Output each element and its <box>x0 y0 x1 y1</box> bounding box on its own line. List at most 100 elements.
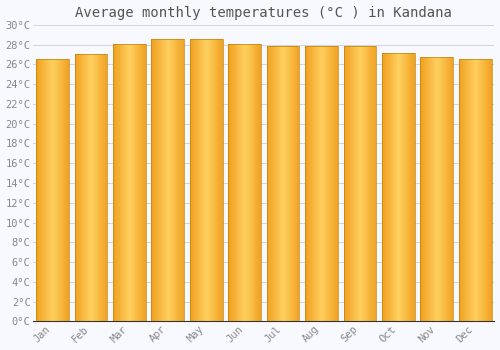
Bar <box>294 46 295 321</box>
Bar <box>118 44 119 321</box>
Bar <box>141 44 142 321</box>
Bar <box>462 60 463 321</box>
Bar <box>370 46 371 321</box>
Bar <box>200 39 201 321</box>
Bar <box>408 52 409 321</box>
Bar <box>297 46 298 321</box>
Bar <box>487 60 488 321</box>
Bar <box>451 57 452 321</box>
Bar <box>156 39 158 321</box>
Bar <box>76 54 78 321</box>
Bar <box>394 52 395 321</box>
Bar <box>236 44 237 321</box>
Bar <box>248 44 249 321</box>
Bar <box>93 54 94 321</box>
Bar <box>272 46 274 321</box>
Bar <box>284 46 285 321</box>
Bar <box>450 57 451 321</box>
Bar <box>241 44 242 321</box>
Bar <box>365 46 366 321</box>
Bar <box>39 60 40 321</box>
Bar <box>102 54 104 321</box>
Bar <box>86 54 87 321</box>
Bar <box>287 46 288 321</box>
Bar <box>220 39 222 321</box>
Bar <box>326 46 327 321</box>
Bar <box>289 46 290 321</box>
Bar <box>479 60 480 321</box>
Bar <box>368 46 369 321</box>
Bar <box>125 44 126 321</box>
Bar <box>246 44 248 321</box>
Bar <box>409 52 410 321</box>
Bar <box>348 46 349 321</box>
Bar <box>397 52 398 321</box>
Bar <box>309 46 310 321</box>
Bar <box>290 46 291 321</box>
Bar <box>249 44 250 321</box>
Bar <box>121 44 122 321</box>
Bar <box>280 46 281 321</box>
Title: Average monthly temperatures (°C ) in Kandana: Average monthly temperatures (°C ) in Ka… <box>76 6 452 20</box>
Bar <box>421 57 422 321</box>
Bar <box>436 57 437 321</box>
Bar <box>213 39 214 321</box>
Bar <box>420 57 453 321</box>
Bar <box>235 44 236 321</box>
Bar <box>139 44 140 321</box>
Bar <box>119 44 120 321</box>
Bar <box>318 46 319 321</box>
Bar <box>104 54 106 321</box>
Bar <box>61 60 62 321</box>
Bar <box>154 39 155 321</box>
Bar <box>299 46 300 321</box>
Bar <box>332 46 334 321</box>
Bar <box>426 57 427 321</box>
Bar <box>335 46 336 321</box>
Bar <box>137 44 138 321</box>
Bar <box>393 52 394 321</box>
Bar <box>94 54 95 321</box>
Bar <box>396 52 397 321</box>
Bar <box>238 44 239 321</box>
Bar <box>239 44 240 321</box>
Bar <box>62 60 63 321</box>
Bar <box>293 46 294 321</box>
Bar <box>448 57 449 321</box>
Bar <box>259 44 260 321</box>
Bar <box>218 39 220 321</box>
Bar <box>353 46 354 321</box>
Bar <box>80 54 81 321</box>
Bar <box>212 39 213 321</box>
Bar <box>466 60 468 321</box>
Bar <box>373 46 374 321</box>
Bar <box>196 39 197 321</box>
Bar <box>194 39 195 321</box>
Bar <box>90 54 91 321</box>
Bar <box>84 54 85 321</box>
Bar <box>165 39 166 321</box>
Bar <box>400 52 401 321</box>
Bar <box>96 54 97 321</box>
Bar <box>306 46 307 321</box>
Bar <box>444 57 446 321</box>
Bar <box>431 57 432 321</box>
Bar <box>83 54 84 321</box>
Bar <box>55 60 56 321</box>
Bar <box>95 54 96 321</box>
Bar <box>336 46 337 321</box>
Bar <box>160 39 162 321</box>
Bar <box>363 46 364 321</box>
Bar <box>398 52 399 321</box>
Bar <box>486 60 487 321</box>
Bar <box>282 46 283 321</box>
Bar <box>337 46 338 321</box>
Bar <box>42 60 43 321</box>
Bar <box>311 46 312 321</box>
Bar <box>390 52 391 321</box>
Bar <box>114 44 115 321</box>
Bar <box>197 39 198 321</box>
Bar <box>324 46 325 321</box>
Bar <box>120 44 121 321</box>
Bar <box>158 39 160 321</box>
